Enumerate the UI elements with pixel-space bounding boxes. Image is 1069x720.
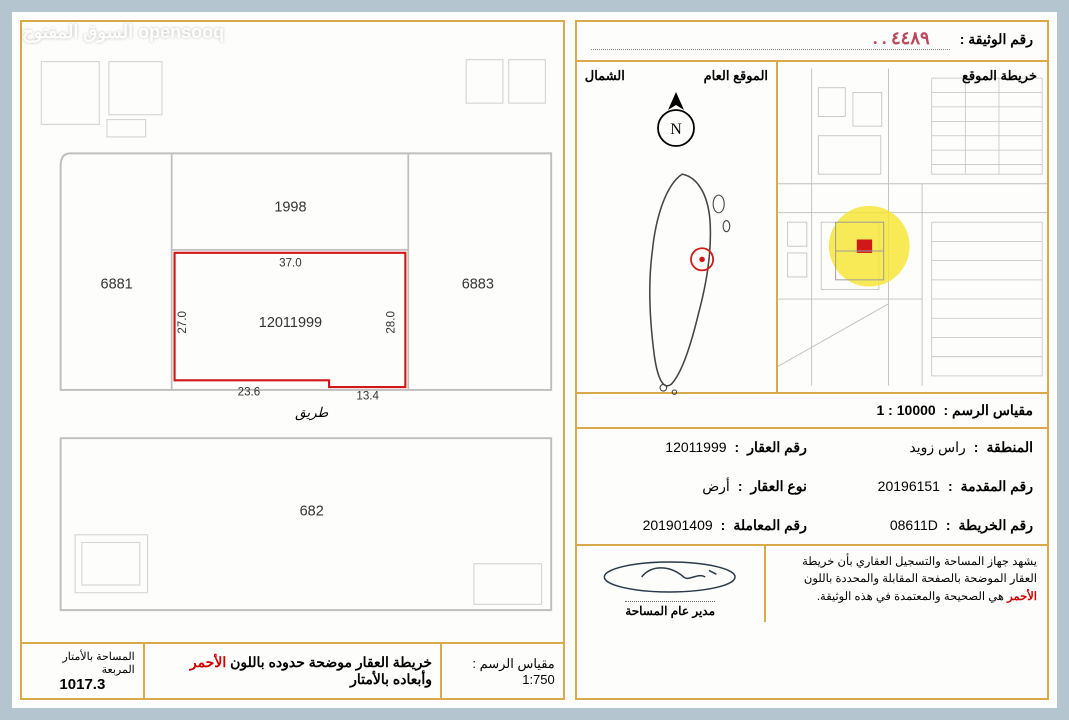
north-label: الشمال (585, 68, 625, 84)
info-property-type: نوع العقار: أرض (591, 478, 807, 495)
parcel-south: 682 (300, 503, 324, 519)
note-post: وأبعاده بالأمتار (350, 671, 432, 687)
footer-scale-cell: مقياس الرسم : 1:750 (440, 644, 563, 698)
bahrain-map (577, 155, 776, 404)
signature-icon (595, 552, 744, 602)
dim-bot1: 23.6 (238, 387, 261, 399)
map-scale-value: 10000 : 1 (877, 402, 936, 418)
doc-num-label: رقم الوثيقة : (960, 31, 1033, 48)
plot-map-panel: 37.0 27.0 28.0 23.6 13.4 12011999 1998 6… (20, 20, 565, 700)
svg-text:N: N (671, 121, 683, 138)
dim-bot2: 13.4 (356, 391, 379, 403)
info-map-no: رقم الخريطة: 08611D (817, 517, 1033, 534)
country-map-cell: الشمال الموقع العام N (577, 62, 776, 392)
general-location-label: الموقع العام (704, 68, 768, 84)
plot-map-svg: 37.0 27.0 28.0 23.6 13.4 12011999 1998 6… (22, 22, 563, 642)
property-info-grid: المنطقة: راس زويد رقم العقار: 12011999 ر… (577, 429, 1047, 544)
scale-label: مقياس الرسم : (472, 656, 554, 671)
document-number-row: رقم الوثيقة : ٤٤٨٩ . . (577, 22, 1047, 62)
info-transaction-no: رقم المعاملة: 201901409 (591, 517, 807, 534)
certification-text: يشهد جهاز المساحة والتسجيل العقاري بأن خ… (764, 546, 1047, 622)
parcel-north: 1998 (274, 199, 306, 215)
opensooq-watermark: السوق المفتوح opensooq (22, 22, 224, 43)
info-panel: رقم الوثيقة : ٤٤٨٩ . . الشمال الموقع الع… (575, 20, 1049, 700)
footer-note-cell: خريطة العقار موضحة حدوده باللون الأحمر و… (143, 644, 440, 698)
parcel-west: 6881 (101, 277, 133, 293)
dim-top: 37.0 (279, 257, 302, 269)
area-label: المساحة بالأمتار المربعة (30, 650, 135, 676)
doc-num-value: ٤٤٨٩ . . (591, 28, 950, 50)
dim-left: 27.0 (177, 311, 189, 334)
scale-value: 1:750 (522, 672, 555, 687)
location-map-svg (778, 62, 1047, 392)
signature-cell: مدير عام المساحة (577, 546, 764, 622)
area-value: 1017.3 (59, 676, 105, 693)
info-property-no: رقم العقار: 12011999 (591, 439, 807, 456)
parcel-east: 6883 (462, 277, 494, 293)
location-map-cell: خريطة الموقع (776, 62, 1047, 392)
left-footer: مقياس الرسم : 1:750 خريطة العقار موضحة ح… (22, 642, 563, 698)
document-sheet: 37.0 27.0 28.0 23.6 13.4 12011999 1998 6… (12, 12, 1057, 708)
certification-row: يشهد جهاز المساحة والتسجيل العقاري بأن خ… (577, 544, 1047, 622)
maps-section: الشمال الموقع العام N (577, 62, 1047, 392)
road-label: طريق (295, 405, 328, 421)
note-red: الأحمر (190, 654, 226, 670)
parcel-main-id: 12011999 (259, 315, 322, 331)
note-pre: خريطة العقار موضحة حدوده باللون (226, 654, 432, 670)
signature-label: مدير عام المساحة (625, 601, 715, 618)
plot-map-area: 37.0 27.0 28.0 23.6 13.4 12011999 1998 6… (22, 22, 563, 642)
dim-right: 28.0 (386, 311, 398, 334)
loc-map-title: خريطة الموقع (962, 68, 1037, 84)
footer-area-cell: المساحة بالأمتار المربعة 1017.3 (22, 644, 143, 698)
compass-icon: N (577, 90, 776, 155)
info-region: المنطقة: راس زويد (817, 439, 1033, 456)
info-submission-no: رقم المقدمة: 20196151 (817, 478, 1033, 495)
map-scale-label: مقياس الرسم : (943, 402, 1033, 418)
